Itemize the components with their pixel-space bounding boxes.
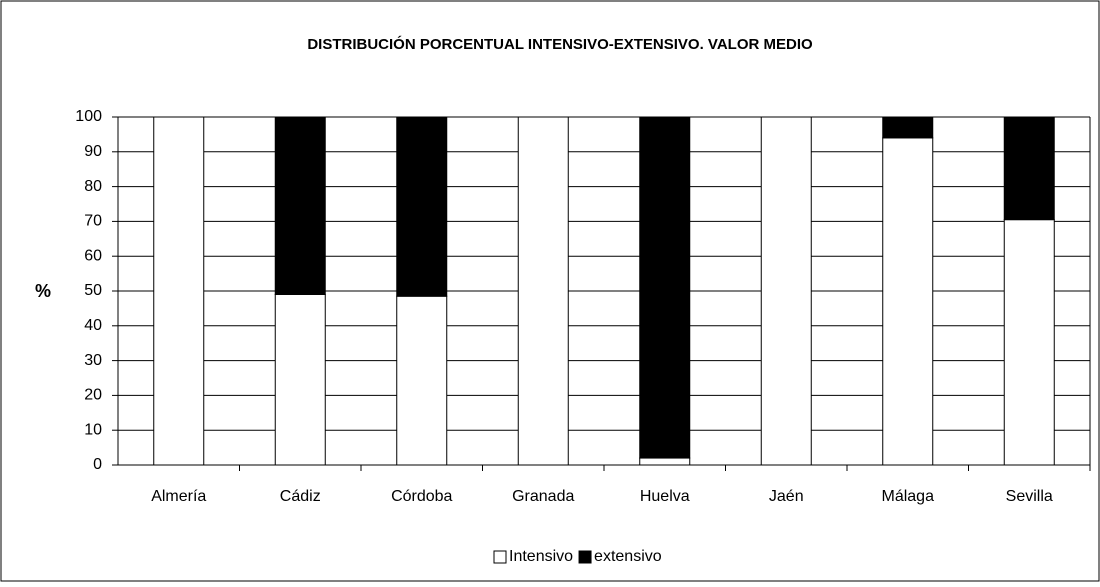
x-tick-label: Cádiz	[280, 488, 321, 505]
bar-segment	[274, 293, 326, 466]
bar-segment	[882, 116, 934, 139]
bar-segment	[639, 116, 691, 459]
legend-swatch	[493, 550, 507, 564]
bar-segment	[396, 116, 448, 297]
y-tick-label: 90	[84, 143, 102, 160]
y-tick-label: 50	[84, 282, 102, 299]
bar-segment	[639, 457, 691, 466]
y-tick-label: 0	[93, 456, 102, 473]
bar-segment	[517, 116, 569, 466]
y-tick-label: 80	[84, 178, 102, 195]
bar-segment	[153, 116, 205, 466]
bar-segment	[1003, 116, 1055, 221]
x-tick-label: Jaén	[769, 488, 804, 505]
y-tick-label: 70	[84, 213, 102, 230]
y-tick-label: 100	[75, 108, 102, 125]
x-tick-label: Córdoba	[391, 488, 452, 505]
y-tick-label: 10	[84, 421, 102, 438]
y-tick-label: 60	[84, 247, 102, 264]
y-axis-label: %	[35, 281, 51, 301]
x-tick-label: Huelva	[640, 488, 690, 505]
legend-label: extensivo	[594, 548, 662, 565]
bar-segment	[760, 116, 812, 466]
y-tick-label: 20	[84, 387, 102, 404]
chart-title: DISTRIBUCIÓN PORCENTUAL INTENSIVO-EXTENS…	[307, 35, 813, 53]
x-tick-label: Málaga	[882, 488, 935, 505]
bar-segment	[274, 116, 326, 295]
y-tick-label: 30	[84, 352, 102, 369]
x-tick-label: Sevilla	[1006, 488, 1053, 505]
bar-segment	[1003, 219, 1055, 466]
y-tick-label: 40	[84, 317, 102, 334]
legend-label: Intensivo	[509, 548, 573, 565]
x-tick-label: Almería	[151, 488, 206, 505]
bar-segment	[882, 137, 934, 466]
bar-segment	[396, 295, 448, 466]
x-tick-label: Granada	[512, 488, 574, 505]
legend-swatch	[578, 550, 592, 564]
